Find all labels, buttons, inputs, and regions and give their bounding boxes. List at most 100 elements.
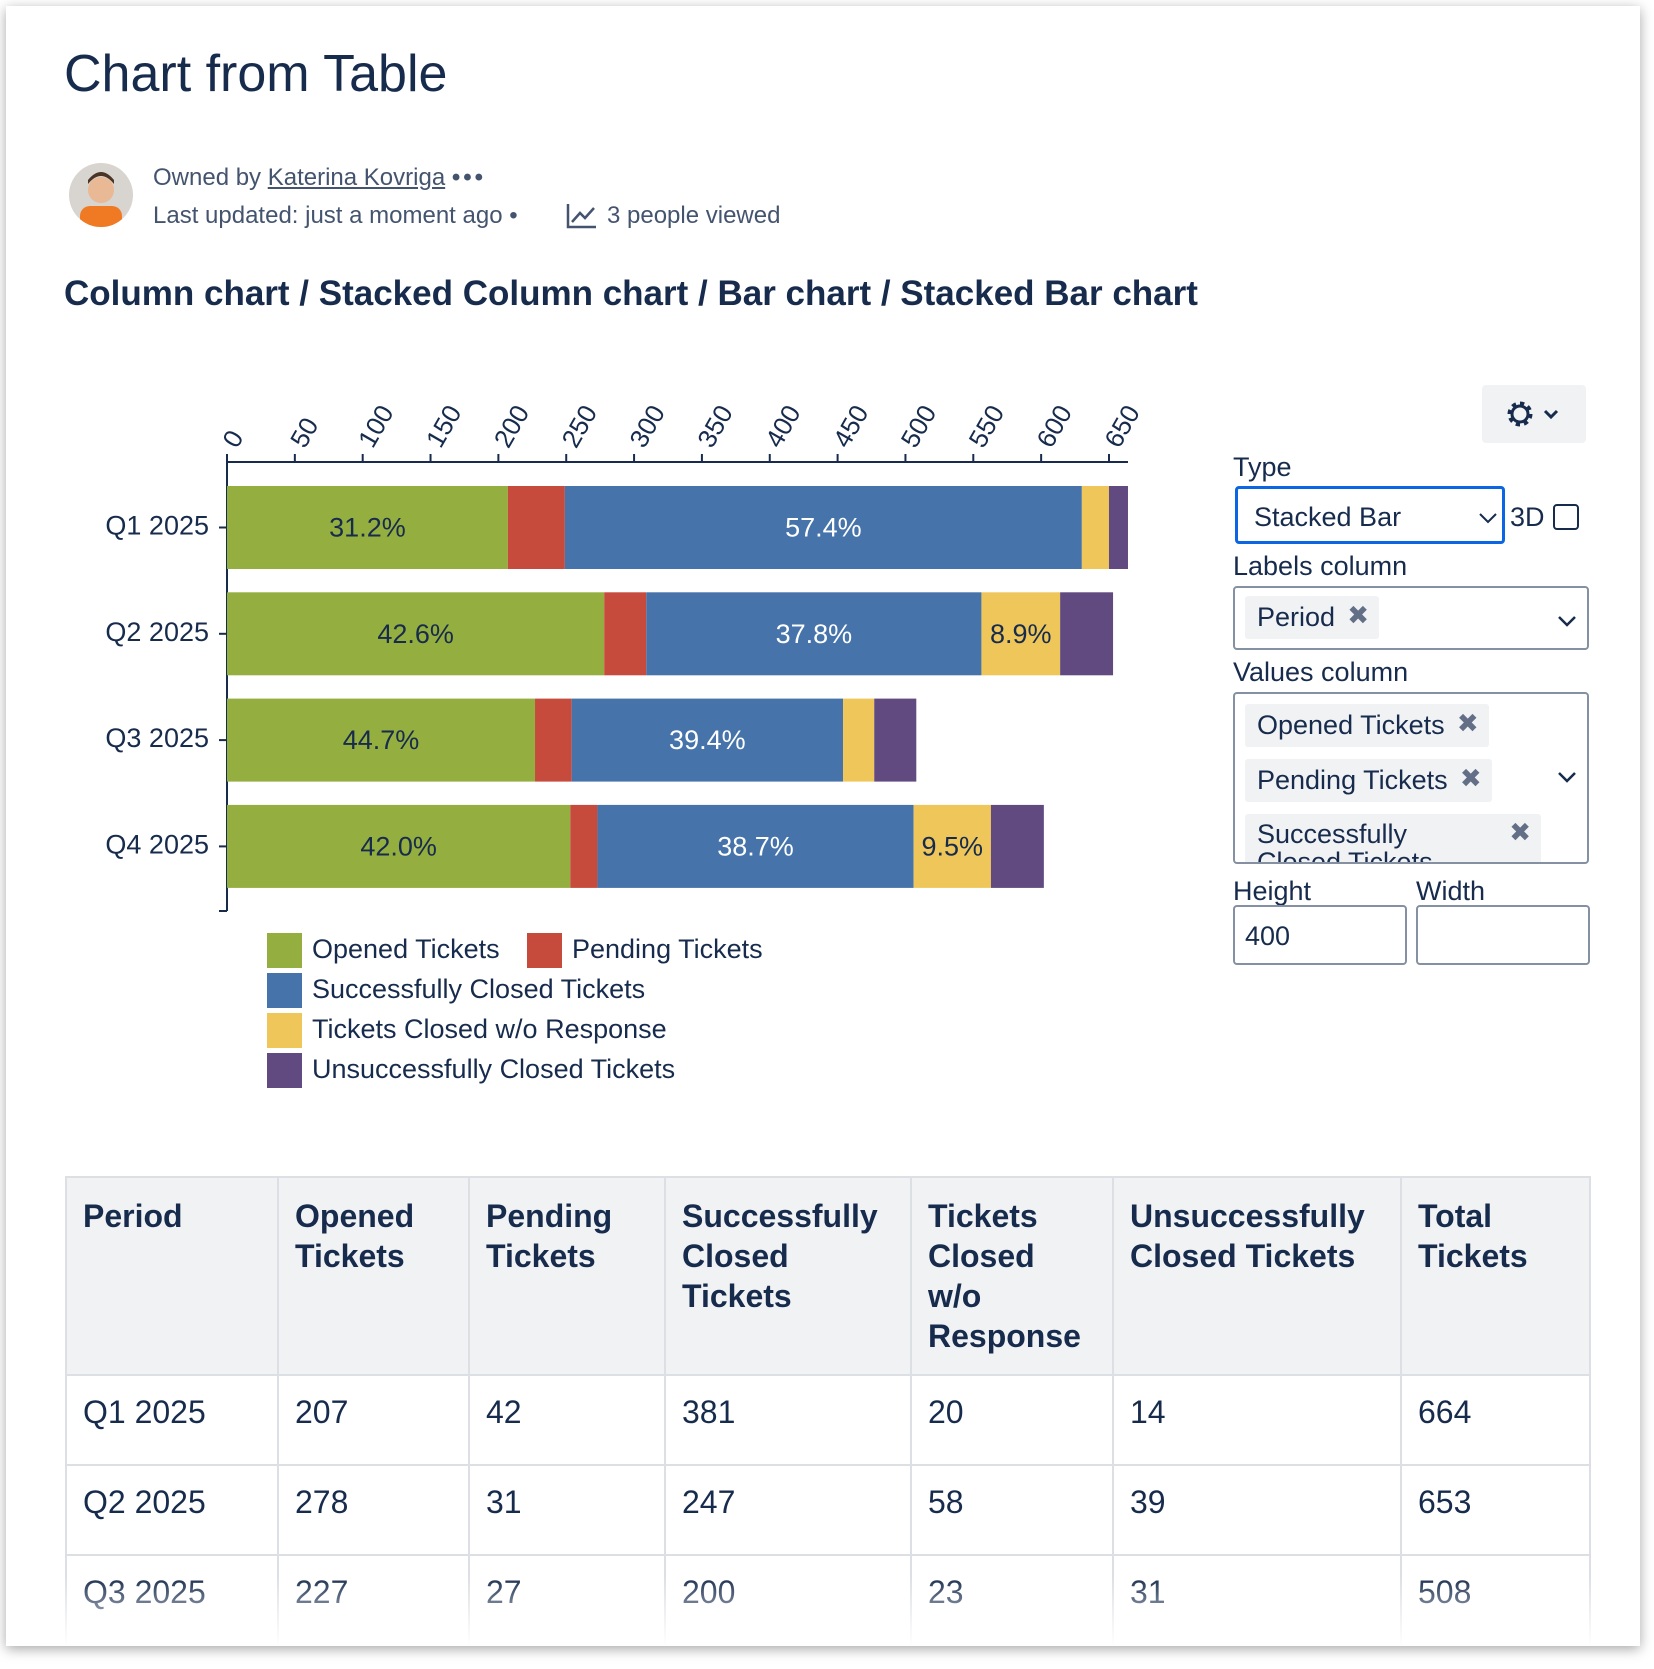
bar-segment — [981, 592, 1061, 676]
cell: Q1 2025 — [65, 1374, 279, 1466]
three-d-checkbox[interactable] — [1553, 504, 1579, 530]
share-label: 8.9% — [990, 619, 1052, 649]
bar-segment — [227, 592, 605, 676]
x-tick-label: 500 — [895, 400, 943, 453]
bar-segment — [227, 486, 508, 569]
share-label: 42.6% — [377, 619, 454, 649]
cell: 58 — [910, 1464, 1114, 1556]
gear-icon — [1507, 401, 1559, 427]
tag: Successfully Closed Tickets ✖ — [1245, 814, 1541, 864]
bar-segment — [571, 698, 844, 782]
bar-segment — [990, 804, 1044, 888]
cell: 31 — [468, 1464, 666, 1556]
fade — [6, 1576, 1640, 1646]
type-value: Stacked Bar — [1254, 502, 1402, 532]
cell: Q2 2025 — [65, 1464, 279, 1556]
avatar — [69, 163, 133, 227]
header-row: Period Opened Tickets Pending Tickets Succe… — [65, 1176, 1591, 1376]
values-column-select[interactable]: Opened Tickets ✖ Pending Tickets ✖ Success… — [1233, 692, 1589, 864]
bar-segment — [646, 592, 982, 676]
header-cell: Period — [65, 1176, 279, 1376]
height-label: Height — [1233, 876, 1312, 906]
x-tick-label: 150 — [420, 400, 468, 453]
tag-remove[interactable]: ✖ — [1459, 763, 1482, 793]
bar-segment — [604, 592, 647, 676]
height-input[interactable]: 400 — [1233, 905, 1407, 965]
share-label: 37.8% — [776, 619, 853, 649]
legend-swatch — [267, 933, 302, 968]
legend-swatch — [267, 1053, 302, 1088]
chevron — [1479, 513, 1497, 524]
bar-segment — [570, 804, 598, 888]
share-label: 39.4% — [669, 725, 746, 755]
bar-segment — [227, 804, 571, 888]
bar-segment — [597, 804, 914, 888]
legend-swatch — [527, 933, 562, 968]
x-tick-label: 250 — [555, 400, 603, 453]
x-tick-label: 300 — [623, 400, 671, 453]
width-input[interactable] — [1416, 905, 1590, 965]
settings-button[interactable] — [1482, 385, 1586, 443]
table-row: Q2 2025 278 31 247 58 39 653 — [65, 1464, 1591, 1556]
labels-column-select[interactable]: Period ✖ — [1233, 586, 1589, 650]
tag-remove[interactable]: ✖ — [1509, 817, 1531, 847]
tag-remove[interactable]: ✖ — [1347, 600, 1370, 630]
chart-heading: Column chart / Stacked Column chart / Ba… — [64, 274, 1198, 313]
x-tick-label: 100 — [352, 400, 400, 453]
width-label: Width — [1416, 876, 1486, 906]
share-label: 9.5% — [921, 832, 983, 862]
tag-text: Period — [1257, 602, 1336, 632]
bar-segment — [227, 698, 536, 782]
chevron — [1558, 616, 1576, 627]
bar-segment — [913, 804, 991, 888]
x-tick-label: 350 — [691, 400, 739, 453]
chevron — [1558, 772, 1576, 783]
cell: 278 — [277, 1464, 470, 1556]
x-tick-label: 0 — [216, 425, 249, 453]
header-cell: Successfully Closed Tickets — [664, 1176, 912, 1376]
share-label: 44.7% — [343, 725, 420, 755]
header-cell: Opened Tickets — [277, 1176, 470, 1376]
bar-segment — [564, 486, 1082, 569]
y-tick-label: Q1 2025 — [105, 511, 209, 541]
tag-text: Successfully Closed Tickets — [1257, 819, 1433, 864]
cell: 42 — [468, 1374, 666, 1466]
bar-segment — [507, 486, 565, 569]
bar-segment — [1108, 486, 1128, 569]
owner-label-text: Owned by — [153, 164, 262, 191]
share-label: 38.7% — [717, 832, 794, 862]
bar-segment — [1060, 592, 1114, 676]
type-select[interactable]: Stacked Bar — [1235, 486, 1505, 544]
type-label: Type — [1233, 452, 1292, 482]
analytics-icon — [566, 204, 596, 229]
bar-segment — [535, 698, 572, 782]
tag: Period ✖ — [1245, 596, 1380, 639]
x-tick-label: 200 — [488, 400, 536, 453]
x-tick-label: 50 — [284, 412, 324, 452]
cell: 14 — [1112, 1374, 1402, 1466]
cell: 381 — [664, 1374, 912, 1466]
labels-column-label: Labels column — [1233, 551, 1408, 581]
x-tick-label: 650 — [1098, 400, 1146, 453]
three-d-label: 3D — [1510, 502, 1545, 532]
card: Chart from Table Owned by Katerina Kovri… — [6, 6, 1640, 1646]
x-tick-label: 550 — [962, 400, 1010, 453]
header-cell: Total Tickets — [1400, 1176, 1591, 1376]
last-updated-text: Last updated: just a moment ago — [153, 202, 503, 229]
legend-label: Opened Tickets — [312, 934, 500, 964]
values-column-label: Values column — [1233, 657, 1409, 687]
tag-remove[interactable]: ✖ — [1456, 708, 1479, 738]
cell: 247 — [664, 1464, 912, 1556]
more-menu[interactable]: ••• — [451, 164, 487, 191]
y-tick-label: Q4 2025 — [105, 830, 209, 860]
tag-text: Pending Tickets — [1257, 765, 1448, 795]
header-cell: Tickets Closed w/o Response — [910, 1176, 1114, 1376]
last-updated: Last updated: just a moment ago • — [153, 202, 518, 229]
owner-link[interactable]: Katerina Kovriga — [267, 164, 446, 191]
owner-label: Owned by Katerina Kovriga ••• — [153, 164, 486, 192]
tag: Pending Tickets ✖ — [1245, 759, 1492, 802]
share-label: 31.2% — [329, 513, 406, 543]
share-label: 57.4% — [785, 513, 862, 543]
y-tick-label: Q2 2025 — [105, 617, 209, 647]
legend-swatch — [267, 973, 302, 1008]
